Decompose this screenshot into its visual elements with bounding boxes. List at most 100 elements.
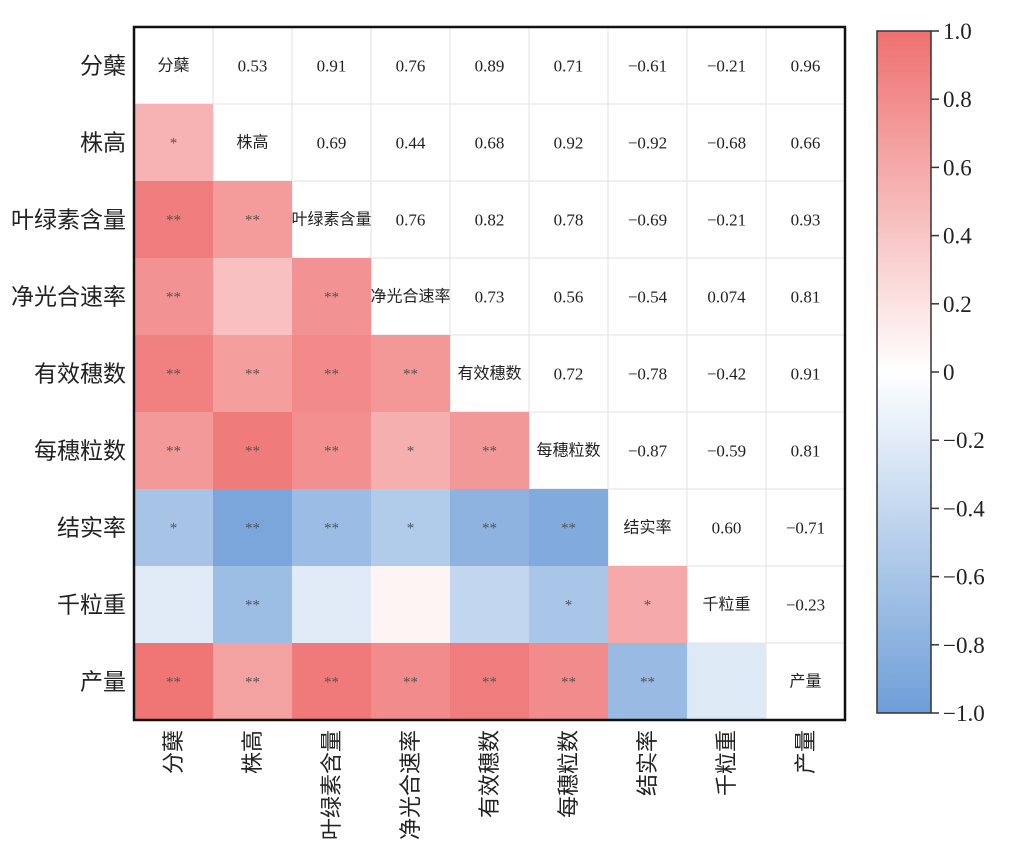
x-axis-tick-label: 分蘖 <box>161 730 186 774</box>
x-axis-tick-label: 株高 <box>240 730 265 774</box>
y-axis-tick-label: 结实率 <box>57 516 126 541</box>
colorbar-tick-label: 0.6 <box>943 155 972 180</box>
significance-marker: ** <box>245 521 260 537</box>
significance-marker: ** <box>245 213 260 229</box>
correlation-value-label: −0.87 <box>628 442 668 461</box>
correlation-value-label: 0.82 <box>475 211 505 230</box>
y-axis-tick-label: 叶绿素含量 <box>11 208 126 233</box>
heatmap-cell <box>529 566 608 643</box>
heatmap-cell <box>134 335 213 412</box>
correlation-value-label: 0.81 <box>791 288 821 307</box>
correlation-value-label: 0.68 <box>475 134 505 153</box>
heatmap-cell <box>292 258 371 335</box>
heatmap-cell <box>608 566 687 643</box>
significance-marker: ** <box>482 444 497 460</box>
heatmap-cell <box>213 412 292 489</box>
heatmap-cell <box>687 643 766 720</box>
y-axis-tick-label: 净光合速率 <box>11 285 126 310</box>
heatmap-cell <box>450 412 529 489</box>
heatmap-cell <box>371 335 450 412</box>
colorbar-tick-label: −0.8 <box>943 633 985 658</box>
heatmap-cell <box>213 643 292 720</box>
significance-marker: ** <box>245 367 260 383</box>
diagonal-variable-label: 净光合速率 <box>370 288 450 306</box>
heatmap-cell <box>608 643 687 720</box>
heatmap-cell <box>213 489 292 566</box>
x-axis-tick-label: 产量 <box>793 730 818 774</box>
significance-marker: ** <box>561 521 576 537</box>
correlation-value-label: 0.96 <box>791 57 821 76</box>
heatmap-cell <box>134 643 213 720</box>
x-axis-tick-label: 有效穗数 <box>477 730 502 818</box>
colorbar-tick-label: 1.0 <box>943 19 972 44</box>
significance-marker: ** <box>640 675 655 691</box>
heatmap-cell <box>292 566 371 643</box>
diagonal-variable-label: 结实率 <box>623 519 671 537</box>
significance-marker: ** <box>245 598 260 614</box>
correlation-value-label: −0.78 <box>628 365 667 384</box>
heatmap-cell <box>292 643 371 720</box>
correlation-value-label: 0.91 <box>317 57 347 76</box>
significance-marker: ** <box>166 675 181 691</box>
significance-marker: ** <box>561 675 576 691</box>
significance-marker: * <box>565 598 573 614</box>
significance-marker: * <box>407 521 415 537</box>
heatmap-cell <box>371 566 450 643</box>
significance-marker: ** <box>166 444 181 460</box>
colorbar-tick-label: 0.8 <box>943 87 972 112</box>
correlation-value-label: −0.61 <box>628 57 667 76</box>
significance-marker: ** <box>403 367 418 383</box>
correlation-value-label: 0.76 <box>396 57 426 76</box>
heatmap-cell <box>450 566 529 643</box>
significance-marker: * <box>170 136 178 152</box>
heatmap-cell <box>134 566 213 643</box>
heatmap-cell <box>292 489 371 566</box>
correlation-value-label: −0.71 <box>786 519 825 538</box>
correlation-value-label: 0.44 <box>396 134 426 153</box>
x-axis-tick-label: 结实率 <box>635 730 660 796</box>
significance-marker: * <box>644 598 652 614</box>
heatmap-cell <box>134 181 213 258</box>
heatmap-cell <box>213 566 292 643</box>
correlation-value-label: 0.81 <box>791 442 821 461</box>
correlation-value-label: 0.72 <box>554 365 584 384</box>
heatmap-cell <box>213 258 292 335</box>
significance-marker: ** <box>166 290 181 306</box>
heatmap-cell <box>371 643 450 720</box>
significance-markers: *** **** **** ** ** **** ** ** * *** ** ** * ** **** * *… <box>166 136 655 691</box>
heatmap-frame <box>132 25 847 722</box>
significance-marker: ** <box>324 521 339 537</box>
heatmap-cell <box>134 104 213 181</box>
correlation-value-label: −0.21 <box>707 211 746 230</box>
significance-marker: ** <box>245 675 260 691</box>
colorbar-tick-label: −1.0 <box>943 701 985 726</box>
diagonal-variable-label: 分蘖 <box>157 57 189 75</box>
diagonal-variable-label: 有效穗数 <box>457 365 521 383</box>
significance-marker: ** <box>245 444 260 460</box>
significance-marker: * <box>407 444 415 460</box>
x-axis-tick-label: 千粒重 <box>714 730 739 796</box>
correlation-value-label: 0.56 <box>554 288 584 307</box>
colorbar-tick-label: −0.6 <box>943 565 985 590</box>
colorbar-ticks: 1.0 0.8 0.6 0.4 0.2 0 −0.2 −0.4 −0.6 −0.8 −1.0 <box>931 19 985 726</box>
significance-marker: ** <box>403 675 418 691</box>
diagonal-variable-label: 每穗粒数 <box>536 442 600 460</box>
heatmap-cell <box>213 335 292 412</box>
significance-marker: ** <box>324 444 339 460</box>
correlation-value-label: −0.69 <box>628 211 667 230</box>
heatmap-cell <box>292 335 371 412</box>
x-axis-tick-label: 叶绿素含量 <box>319 730 344 840</box>
significance-marker: ** <box>482 675 497 691</box>
x-axis-tick-label: 每穗粒数 <box>556 730 581 818</box>
significance-marker: ** <box>166 213 181 229</box>
correlation-value-label: −0.68 <box>707 134 746 153</box>
heatmap-cells <box>134 104 766 720</box>
correlation-value-label: 0.89 <box>475 57 505 76</box>
colorbar-tick-label: −0.2 <box>943 428 985 453</box>
heatmap-cell <box>450 489 529 566</box>
heatmap-cell <box>134 258 213 335</box>
colorbar <box>876 30 932 714</box>
significance-marker: ** <box>482 521 497 537</box>
heatmap-cell <box>292 412 371 489</box>
